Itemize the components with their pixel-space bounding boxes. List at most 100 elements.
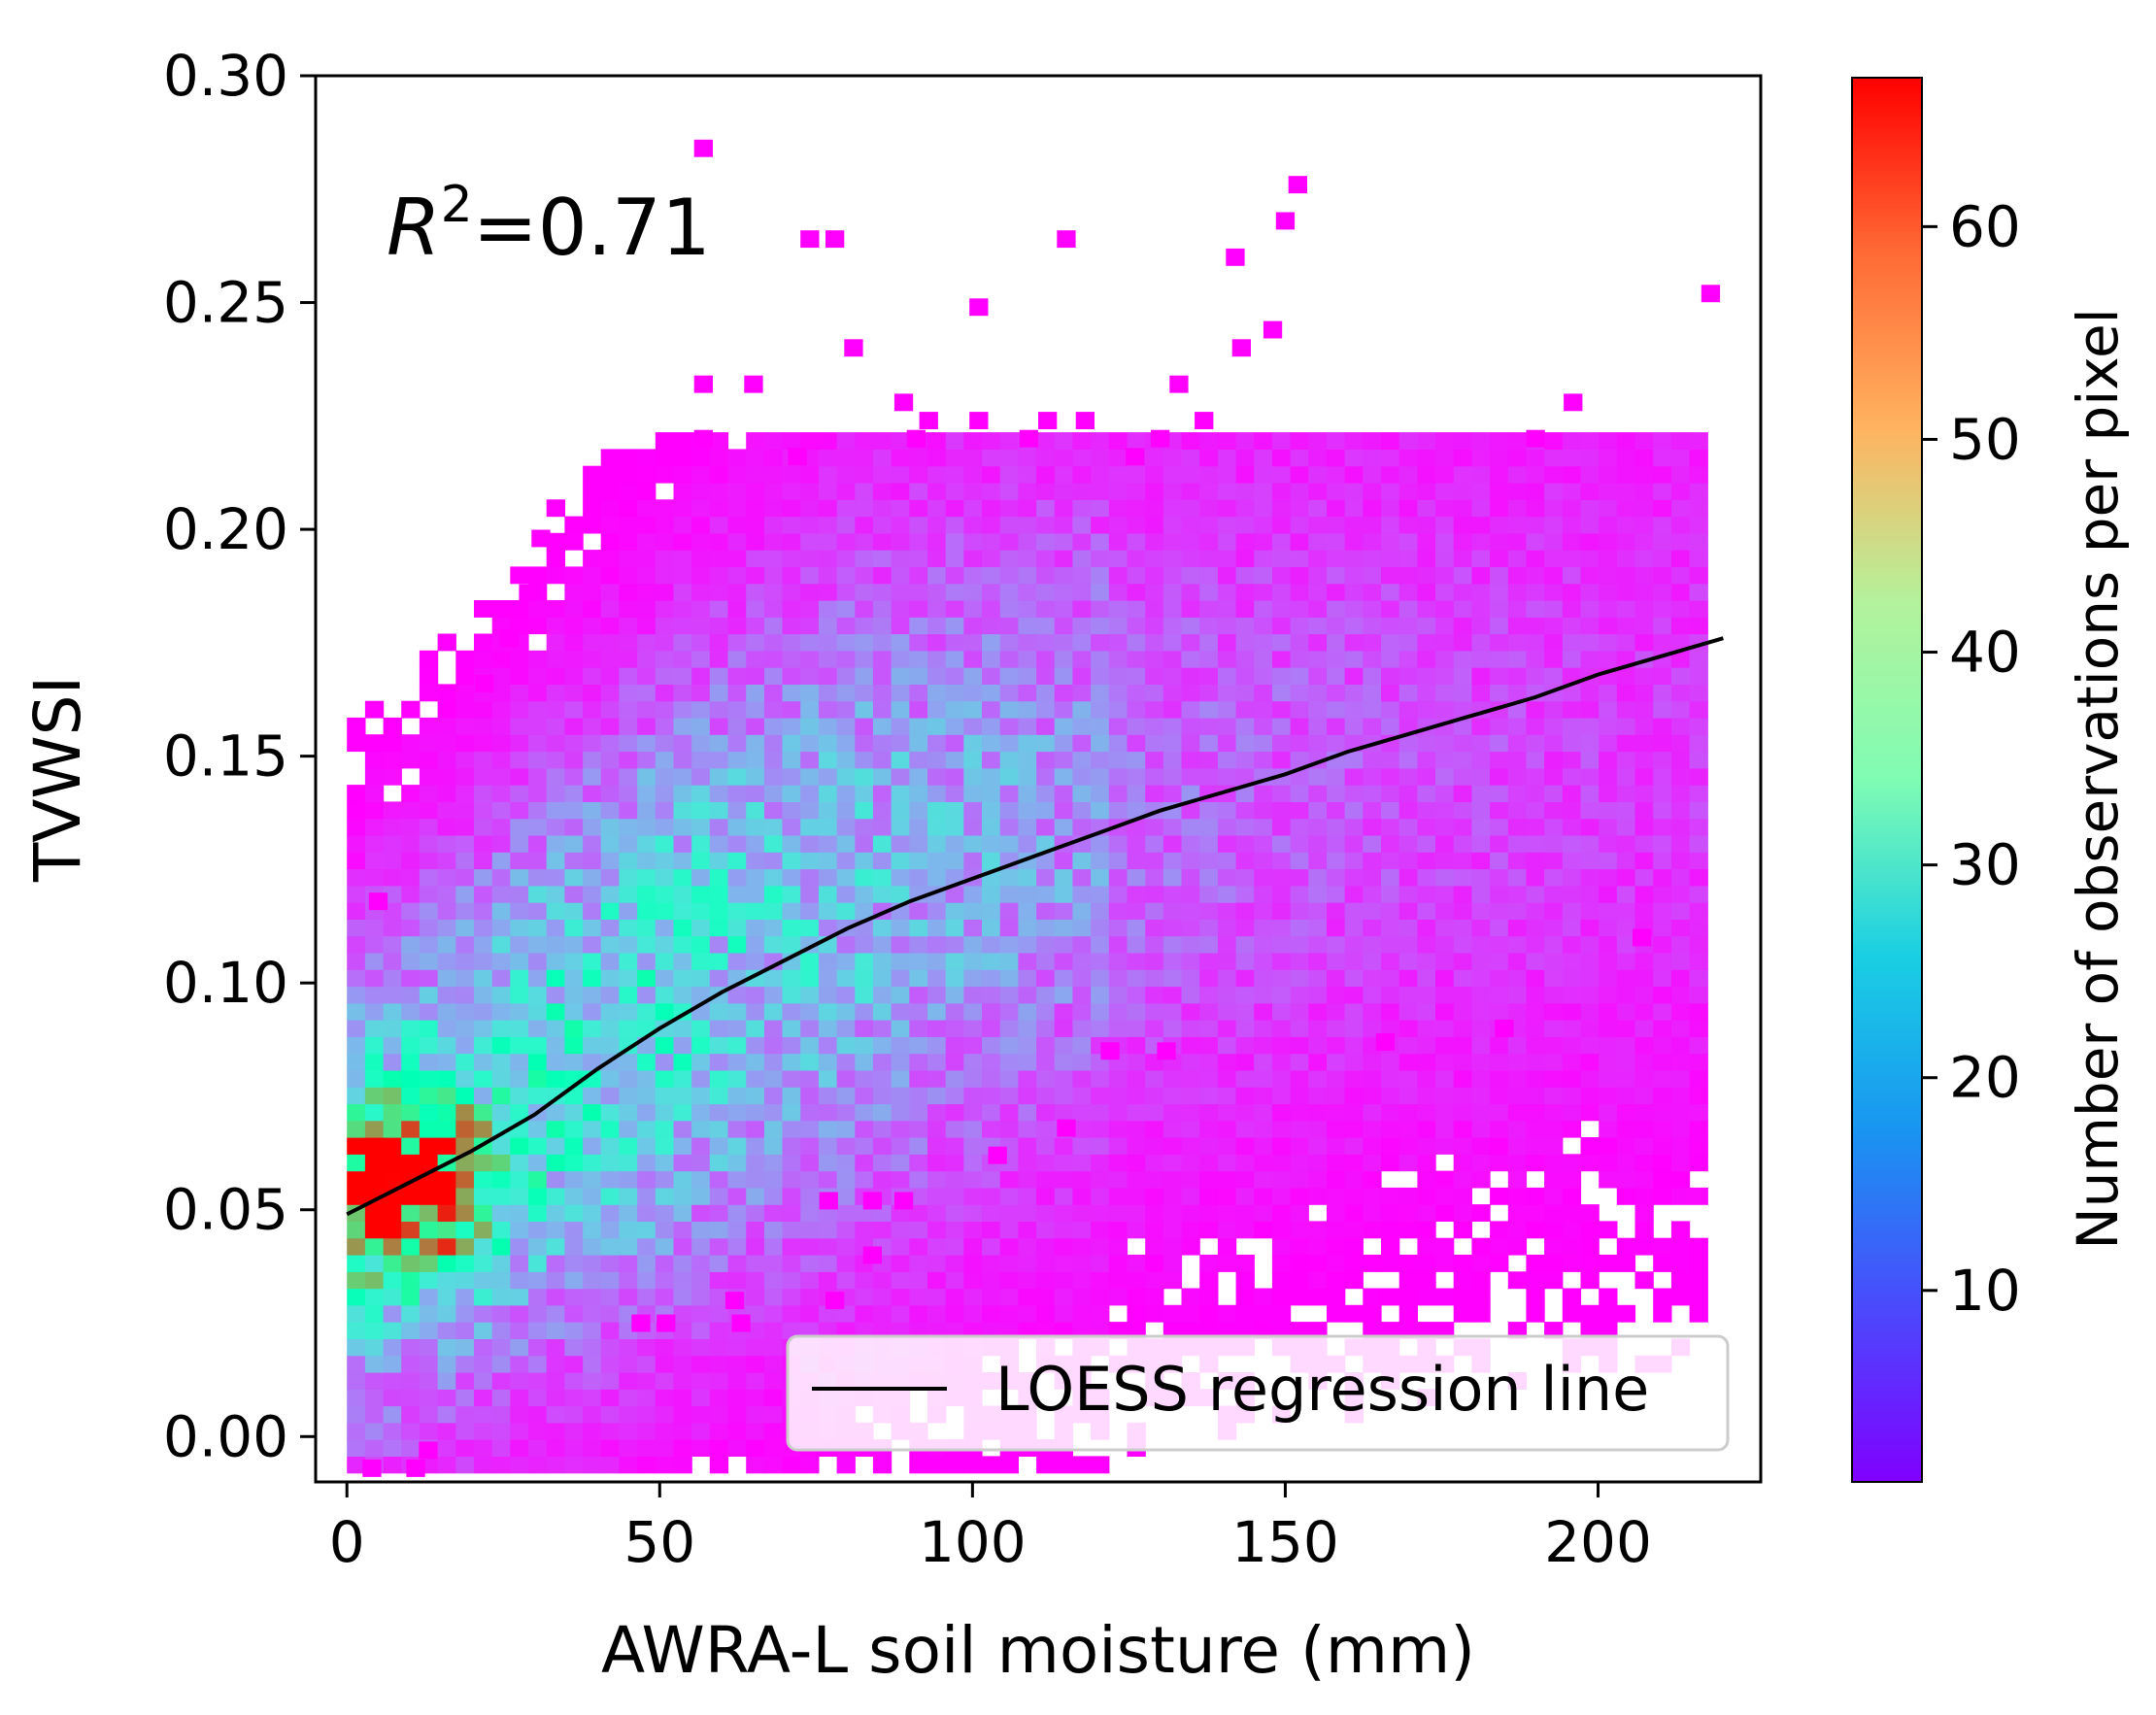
histogram-cell bbox=[1580, 1237, 1600, 1256]
histogram-cell bbox=[364, 1137, 385, 1155]
histogram-cell bbox=[818, 1221, 838, 1239]
histogram-cell bbox=[1181, 1069, 1200, 1088]
outlier-cell bbox=[1275, 212, 1296, 230]
histogram-cell bbox=[1435, 449, 1455, 467]
histogram-cell bbox=[1381, 818, 1400, 836]
histogram-cell bbox=[564, 650, 584, 668]
histogram-cell bbox=[1381, 516, 1400, 534]
histogram-cell bbox=[1544, 1120, 1564, 1138]
histogram-cell bbox=[528, 852, 548, 870]
histogram-cell bbox=[1145, 1304, 1164, 1323]
histogram-cell bbox=[746, 1288, 765, 1306]
histogram-cell bbox=[1471, 717, 1491, 735]
histogram-cell bbox=[1417, 1221, 1436, 1239]
histogram-cell bbox=[1145, 1288, 1164, 1306]
histogram-cell bbox=[1616, 1120, 1636, 1138]
histogram-cell bbox=[709, 449, 729, 467]
histogram-cell bbox=[583, 969, 602, 988]
histogram-cell bbox=[746, 767, 765, 786]
histogram-cell bbox=[1217, 550, 1237, 567]
histogram-cell bbox=[1344, 650, 1364, 668]
outlier-cell bbox=[693, 429, 713, 448]
histogram-cell bbox=[564, 1204, 584, 1222]
histogram-cell bbox=[1127, 1271, 1146, 1290]
histogram-cell bbox=[691, 465, 711, 484]
histogram-cell bbox=[1181, 1187, 1200, 1205]
histogram-cell bbox=[1599, 550, 1618, 567]
histogram-cell bbox=[1271, 650, 1292, 668]
histogram-cell bbox=[1507, 432, 1528, 450]
histogram-cell bbox=[963, 667, 983, 685]
histogram-cell bbox=[763, 1271, 784, 1290]
histogram-cell bbox=[546, 852, 565, 870]
histogram-cell bbox=[1490, 868, 1509, 887]
histogram-cell bbox=[1327, 600, 1346, 618]
histogram-cell bbox=[1670, 532, 1691, 551]
histogram-cell bbox=[818, 516, 838, 534]
histogram-cell bbox=[1562, 465, 1582, 484]
histogram-cell bbox=[999, 801, 1019, 820]
histogram-cell bbox=[927, 1020, 947, 1037]
histogram-cell bbox=[1562, 583, 1582, 601]
histogram-cell bbox=[782, 583, 801, 601]
histogram-cell bbox=[782, 516, 801, 534]
histogram-cell bbox=[1634, 1237, 1654, 1256]
histogram-cell bbox=[1054, 465, 1073, 484]
histogram-cell bbox=[655, 1120, 675, 1138]
histogram-cell bbox=[709, 550, 729, 567]
histogram-cell bbox=[600, 1137, 620, 1155]
histogram-cell bbox=[1036, 717, 1056, 735]
histogram-cell bbox=[1199, 919, 1219, 937]
histogram-cell bbox=[546, 1187, 565, 1205]
histogram-cell bbox=[1398, 583, 1418, 601]
histogram-cell bbox=[691, 1322, 711, 1339]
histogram-cell bbox=[673, 1154, 692, 1172]
histogram-cell bbox=[782, 801, 801, 820]
histogram-cell bbox=[1199, 566, 1219, 585]
histogram-cell bbox=[763, 1322, 784, 1339]
histogram-cell bbox=[1091, 1137, 1110, 1155]
histogram-cell bbox=[709, 751, 729, 769]
histogram-cell bbox=[1653, 1053, 1672, 1071]
histogram-cell bbox=[709, 1069, 729, 1088]
histogram-cell bbox=[1145, 566, 1164, 585]
histogram-cell bbox=[546, 550, 565, 567]
histogram-cell bbox=[855, 801, 874, 820]
outlier-cell bbox=[1701, 285, 1721, 303]
histogram-cell bbox=[1108, 499, 1129, 518]
histogram-cell bbox=[673, 449, 692, 467]
histogram-cell bbox=[746, 935, 765, 954]
histogram-cell bbox=[1616, 852, 1636, 870]
histogram-cell bbox=[1526, 566, 1545, 585]
histogram-cell bbox=[401, 1405, 421, 1424]
histogram-cell bbox=[619, 483, 638, 500]
histogram-cell bbox=[709, 1053, 729, 1071]
histogram-cell bbox=[1453, 751, 1472, 769]
histogram-cell bbox=[491, 902, 511, 920]
histogram-cell bbox=[1653, 532, 1672, 551]
histogram-cell bbox=[1507, 801, 1528, 820]
histogram-cell bbox=[1363, 767, 1382, 786]
histogram-cell bbox=[1526, 734, 1545, 753]
histogram-cell bbox=[1670, 1271, 1691, 1290]
histogram-cell bbox=[963, 633, 983, 652]
histogram-cell bbox=[782, 734, 801, 753]
histogram-cell bbox=[1344, 566, 1364, 585]
histogram-cell bbox=[800, 868, 820, 887]
histogram-cell bbox=[800, 717, 820, 735]
histogram-cell bbox=[419, 1087, 439, 1105]
histogram-cell bbox=[872, 1170, 893, 1189]
histogram-cell bbox=[673, 432, 692, 450]
histogram-cell bbox=[1453, 1137, 1472, 1155]
histogram-cell bbox=[619, 1422, 638, 1440]
histogram-cell bbox=[583, 1154, 602, 1172]
histogram-cell bbox=[1108, 1002, 1129, 1021]
histogram-cell bbox=[1036, 1304, 1056, 1323]
histogram-cell bbox=[800, 1002, 820, 1021]
histogram-cell bbox=[927, 834, 947, 853]
histogram-cell bbox=[1689, 1237, 1708, 1256]
histogram-cell bbox=[836, 902, 856, 920]
histogram-cell bbox=[1689, 785, 1708, 802]
histogram-cell bbox=[872, 667, 893, 685]
histogram-cell bbox=[655, 1137, 675, 1155]
